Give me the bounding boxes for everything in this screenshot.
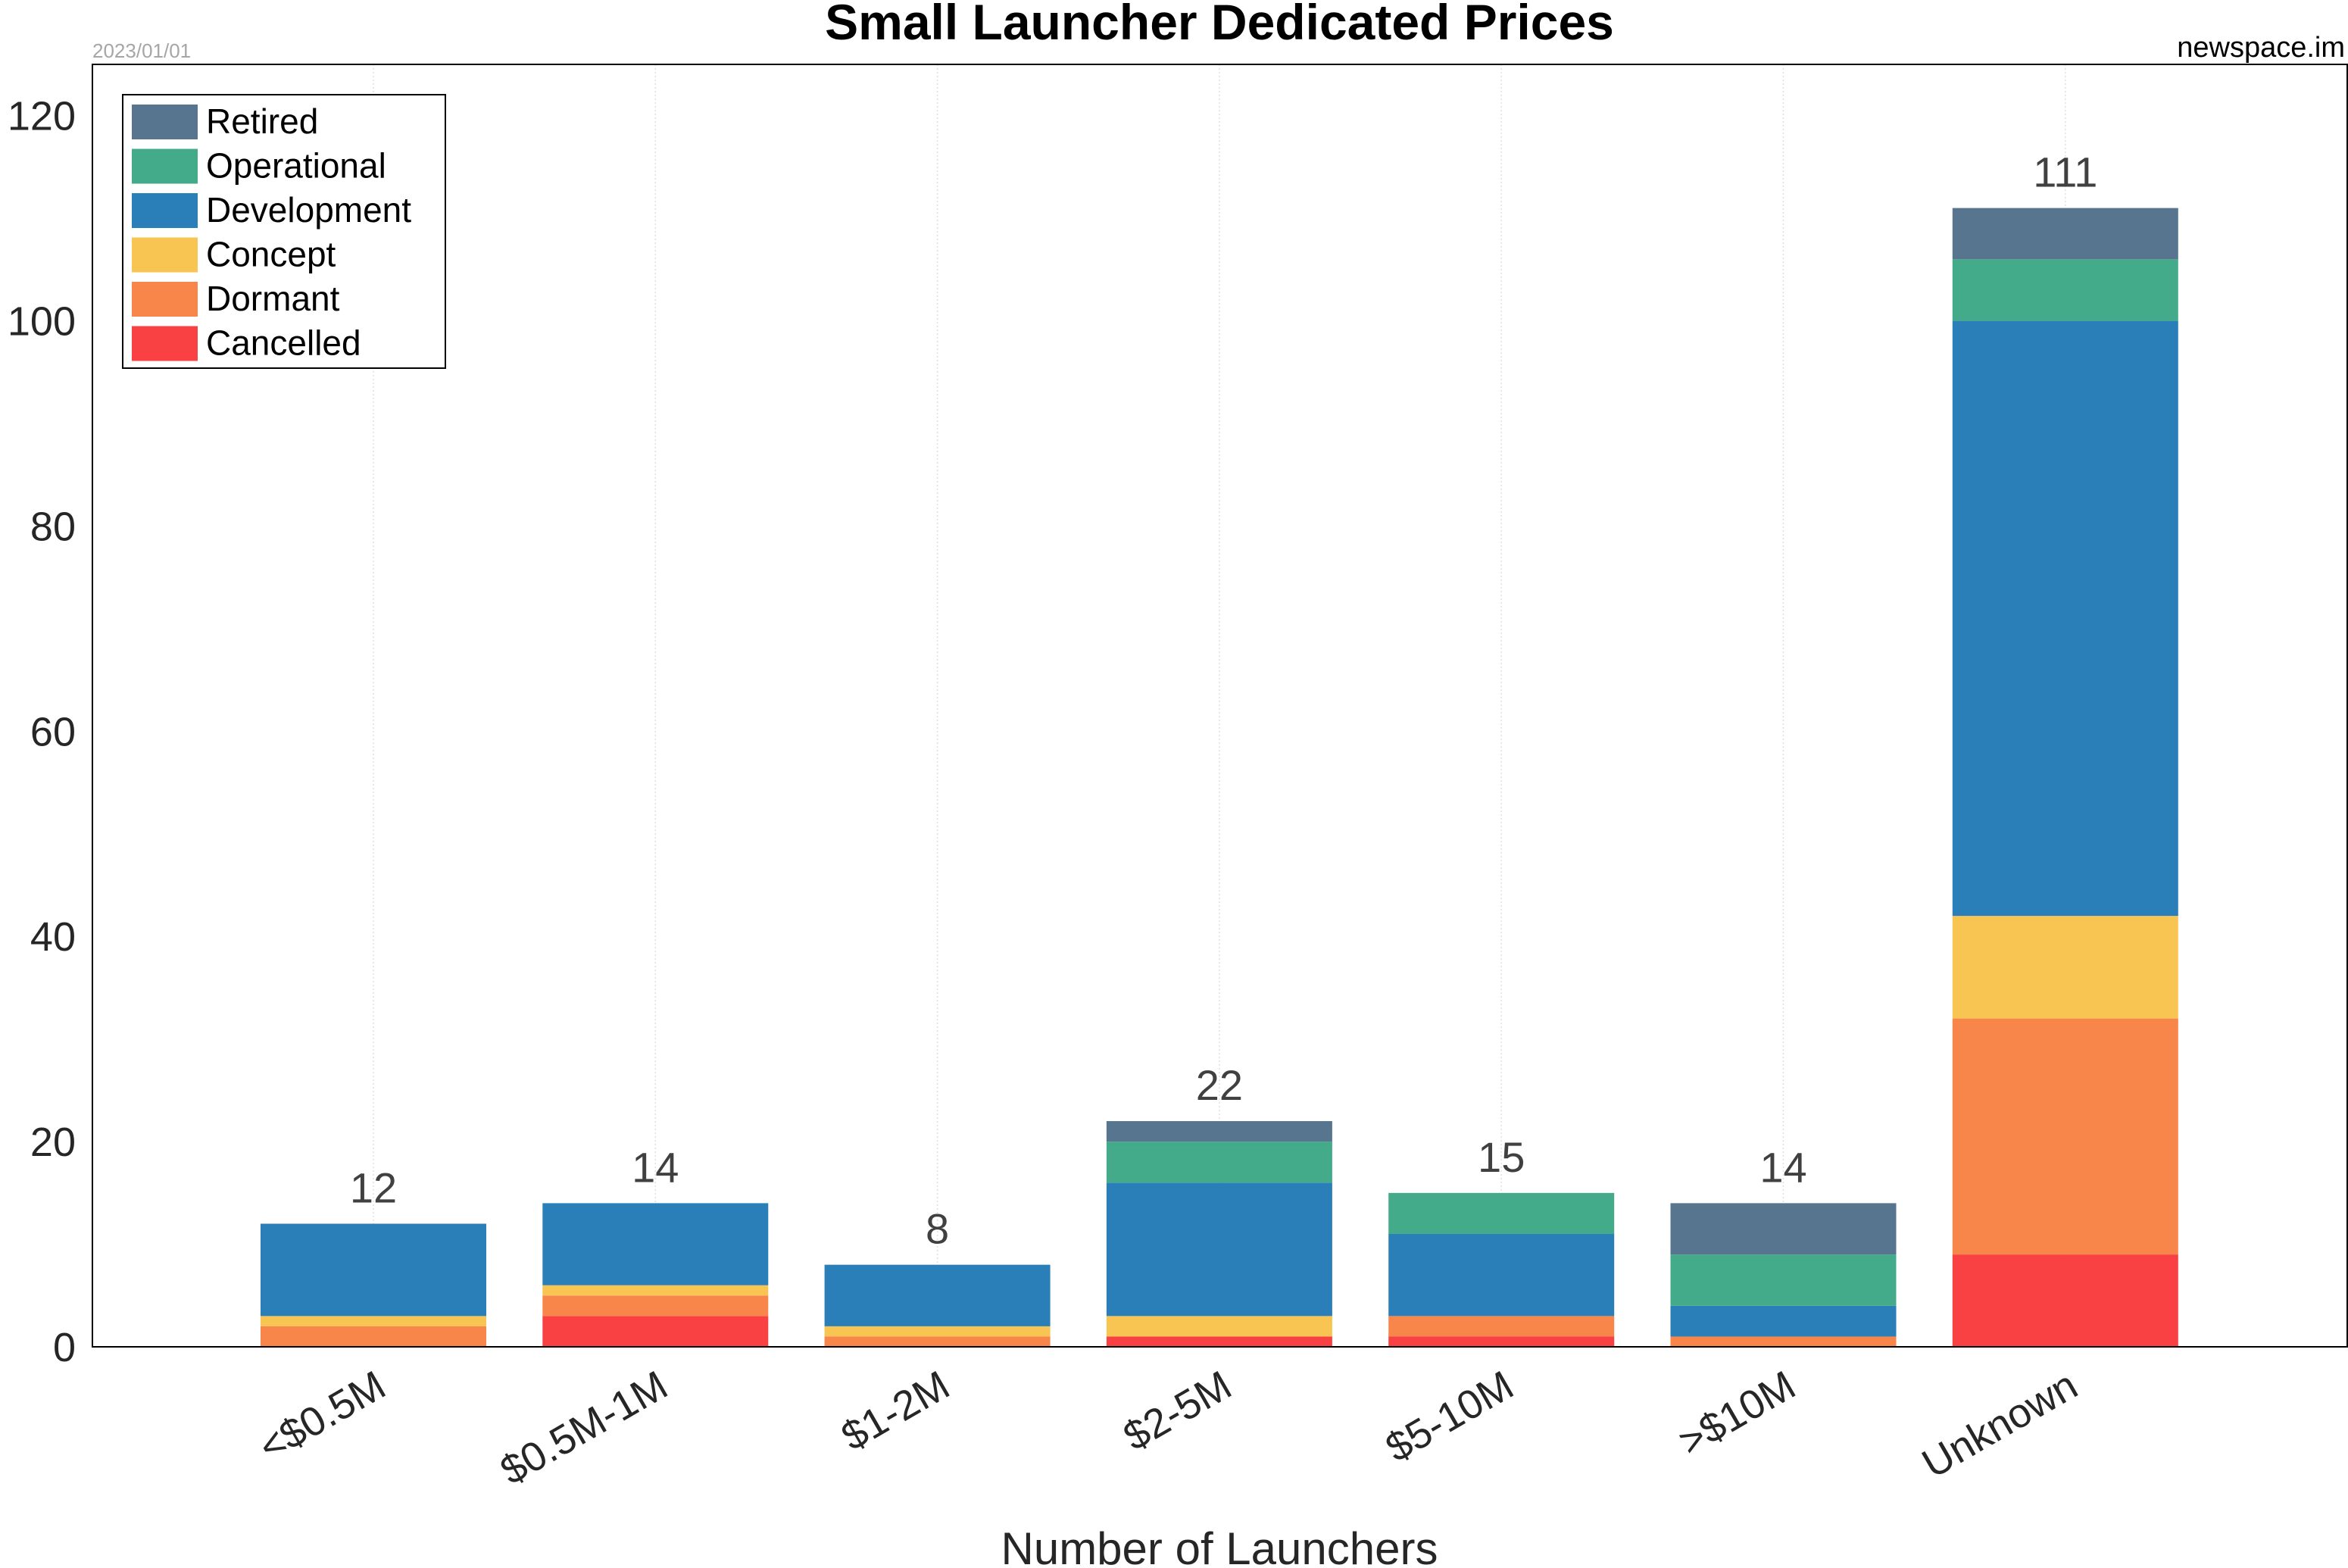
bar-2-5m-retired — [1106, 1121, 1332, 1142]
bar-2-5m-development — [1106, 1182, 1332, 1317]
bar-total-2-5m: 22 — [1196, 1061, 1243, 1109]
legend-swatch-retired — [132, 105, 198, 139]
x-tick-0-5m: <$0.5M — [251, 1362, 393, 1470]
bar-0-5m-1m-dormant — [542, 1295, 769, 1317]
bar-2-5m-concept — [1106, 1316, 1332, 1337]
bar-5-10m-development — [1388, 1234, 1615, 1317]
y-tick-100: 100 — [8, 299, 76, 345]
bar-0-5m-dormant — [261, 1326, 486, 1347]
legend-swatch-concept — [132, 237, 198, 273]
bar-0-5m-concept — [261, 1316, 486, 1326]
bar-10m-development — [1670, 1305, 1897, 1337]
legend-frame — [122, 94, 446, 369]
y-tick-0: 0 — [53, 1325, 76, 1370]
x-axis-label: Number of Launchers — [1001, 1523, 1438, 1568]
bar-total-5-10m: 15 — [1478, 1133, 1525, 1181]
bar-total-0-5m-1m: 14 — [632, 1143, 679, 1191]
bar-0-5m-1m-cancelled — [542, 1316, 769, 1347]
bar-total-1-2m: 8 — [926, 1205, 949, 1253]
bar-total-labels: 12 14 8 22 15 14 111 — [350, 148, 2098, 1253]
bar-unknown-cancelled — [1952, 1254, 2178, 1347]
x-axis-ticks: <$0.5M $0.5M-1M $1-2M $2-5M $5-10M >$10M Unkno… — [251, 1362, 2085, 1494]
bar-10m-retired — [1670, 1203, 1897, 1255]
chart-title: Small Launcher Dedicated Prices — [825, 0, 1614, 50]
bar-5-10m-operational — [1388, 1192, 1615, 1235]
chart-date: 2023/01/01 — [92, 39, 191, 62]
y-tick-20: 20 — [30, 1120, 76, 1165]
legend-swatch-operational — [132, 148, 198, 184]
bar-unknown-operational — [1952, 259, 2178, 321]
bar-2-5m-cancelled — [1106, 1336, 1332, 1347]
bar-unknown-development — [1952, 320, 2178, 917]
y-tick-120: 120 — [8, 94, 76, 139]
y-tick-40: 40 — [30, 914, 76, 960]
x-tick-2-5m: $2-5M — [1116, 1362, 1239, 1459]
bar-10m-operational — [1670, 1254, 1897, 1306]
x-tick-10m: >$10M — [1671, 1362, 1803, 1464]
y-tick-60: 60 — [30, 709, 76, 754]
legend-label-dormant: Dormant — [206, 279, 340, 318]
bar-5-10m-dormant — [1388, 1316, 1615, 1337]
legend-swatch-cancelled — [132, 326, 198, 361]
chart-source: newspace.im — [2177, 32, 2345, 64]
legend-swatch-dormant — [132, 282, 198, 317]
bars — [261, 208, 2178, 1347]
bar-1-2m-concept — [824, 1326, 1051, 1337]
bar-total-unknown: 111 — [2033, 148, 2097, 196]
legend-swatch-development — [132, 193, 198, 228]
x-tick-unknown: Unknown — [1915, 1362, 2085, 1487]
bar-unknown-retired — [1952, 208, 2178, 260]
bar-2-5m-operational — [1106, 1142, 1332, 1183]
y-axis-ticks: 0 20 40 60 80 100 120 — [8, 94, 76, 1370]
bar-5-10m-cancelled — [1388, 1336, 1615, 1347]
legend-label-concept: Concept — [206, 235, 336, 274]
bar-unknown-dormant — [1952, 1018, 2178, 1255]
legend-label-retired: Retired — [206, 102, 318, 141]
bar-total-0-5m: 12 — [350, 1164, 397, 1211]
bar-1-2m-development — [824, 1264, 1051, 1326]
bar-0-5m-1m-concept — [542, 1285, 769, 1296]
x-tick-5-10m: $5-10M — [1379, 1362, 1522, 1471]
legend-label-operational: Operational — [206, 146, 386, 186]
x-tick-1-2m: $1-2M — [834, 1362, 957, 1459]
bar-total-10m: 14 — [1759, 1143, 1806, 1191]
bar-1-2m-dormant — [824, 1336, 1051, 1347]
bar-10m-dormant — [1670, 1336, 1897, 1347]
x-tick-0-5m-1m: $0.5M-1M — [493, 1362, 676, 1494]
legend-label-development: Development — [206, 190, 411, 230]
y-tick-80: 80 — [30, 504, 76, 549]
bar-0-5m-development — [261, 1223, 486, 1317]
plot-frame — [92, 64, 2348, 1348]
bar-unknown-concept — [1952, 916, 2178, 1019]
legend-label-cancelled: Cancelled — [206, 323, 361, 363]
bar-0-5m-1m-development — [542, 1203, 769, 1285]
